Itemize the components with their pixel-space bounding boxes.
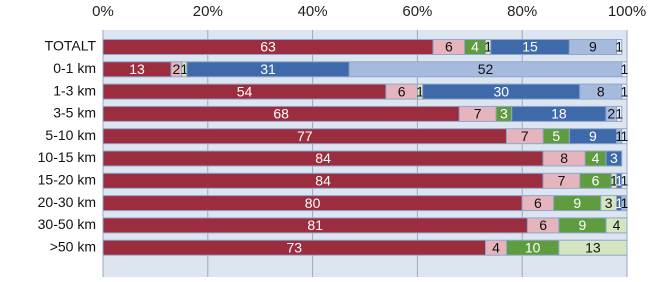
x-tick-label: 100% [608,3,646,20]
data-label: 6 [592,173,600,189]
x-tick-label: 40% [298,3,328,20]
data-label: 9 [579,217,587,233]
y-tick-label: 20-30 km [38,194,96,210]
data-label: 7 [474,106,482,122]
data-label: 4 [471,39,479,55]
data-label: 54 [237,83,253,99]
data-label: 1 [484,39,492,55]
bar-segment [621,195,628,212]
data-label: 1 [620,173,628,189]
data-label: 81 [307,217,323,233]
bar-segment [605,150,623,167]
data-label: 6 [398,83,406,99]
data-label: 1 [620,195,628,211]
data-label: 77 [297,128,313,144]
data-label: 1 [610,173,618,189]
data-label: 4 [613,217,621,233]
bar-segment [621,61,628,78]
x-tick-label: 0% [92,3,114,20]
y-tick-label: 3-5 km [53,105,96,121]
data-label: 8 [597,83,605,99]
bar-segment [558,239,628,256]
data-label: 4 [492,239,500,255]
y-tick-label: 0-1 km [53,60,96,76]
data-label: 4 [592,150,600,166]
data-label: 84 [315,150,331,166]
y-tick-label: 30-50 km [38,216,96,232]
data-label: 3 [605,195,613,211]
data-label: 1 [615,106,623,122]
data-label: 9 [573,195,581,211]
data-label: 2 [607,106,615,122]
x-tick-label: 80% [507,3,537,20]
data-label: 2 [172,61,180,77]
bar-segment [621,128,628,145]
data-label: 1 [615,195,623,211]
bar-segment [616,105,623,122]
data-label: 8 [560,150,568,166]
y-tick-label: 5-10 km [45,127,96,143]
data-label: 80 [305,195,321,211]
data-label: 1 [416,83,424,99]
data-label: 6 [534,195,542,211]
data-label: 84 [315,173,331,189]
data-label: 3 [610,150,618,166]
data-label: 63 [260,39,276,55]
y-tick-label: TOTALT [45,38,97,54]
data-label: 7 [558,173,566,189]
data-label: 9 [589,39,597,55]
bar-segment [621,83,628,100]
data-label: 73 [286,239,302,255]
data-label: 5 [552,128,560,144]
data-label: 13 [129,61,145,77]
x-tick-label: 60% [402,3,432,20]
data-label: 15 [522,39,538,55]
data-label: 1 [180,61,188,77]
data-label: 13 [585,239,601,255]
data-label: 30 [493,83,509,99]
data-label: 3 [500,106,508,122]
data-label: 1 [620,83,628,99]
data-label: 52 [478,61,494,77]
y-tick-label: 10-15 km [38,149,96,165]
x-tick-label: 20% [193,3,223,20]
data-label: 18 [551,106,567,122]
data-label: 7 [521,128,529,144]
data-label: 31 [260,61,276,77]
bar-segment [616,39,623,55]
data-label: 1 [620,61,628,77]
data-label: 1 [620,128,628,144]
data-label: 1 [615,128,623,144]
y-tick-label: 15-20 km [38,172,96,188]
y-tick-label: >50 km [50,238,96,254]
bar-segment [621,172,628,189]
y-tick-label: 1-3 km [53,82,96,98]
data-label: 6 [445,39,453,55]
data-label: 68 [273,106,289,122]
data-label: 10 [525,239,541,255]
data-label: 9 [589,128,597,144]
data-label: 1 [615,173,623,189]
bar-segment [605,217,628,234]
data-label: 6 [539,217,547,233]
data-label: 1 [615,39,623,55]
